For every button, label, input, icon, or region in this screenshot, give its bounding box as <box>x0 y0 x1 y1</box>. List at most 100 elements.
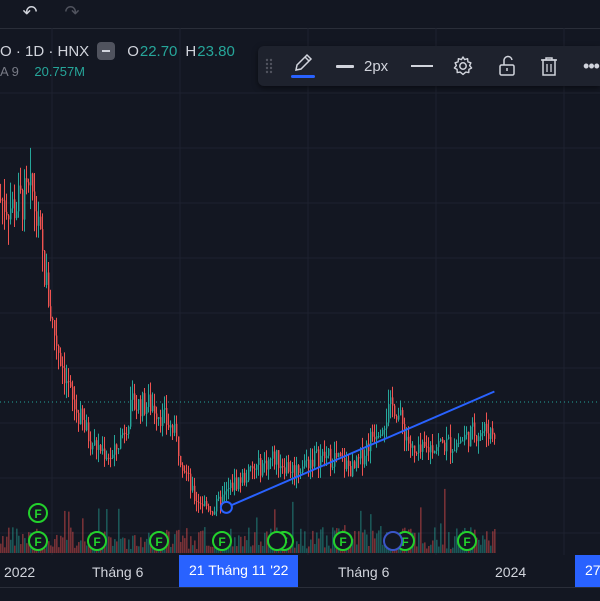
volume-bar <box>22 534 24 553</box>
candle-body <box>360 448 362 459</box>
time-axis[interactable]: 2022 Tháng 6 21 Tháng 11 '22 Tháng 6 202… <box>0 555 600 587</box>
candle-body <box>170 425 172 428</box>
volume-bar <box>138 546 140 553</box>
candle-body <box>290 471 292 473</box>
volume-bar <box>238 535 240 553</box>
candle-body <box>94 440 96 446</box>
event-marker-circle <box>267 531 287 551</box>
volume-bar <box>182 535 184 553</box>
candle-body <box>136 409 138 411</box>
candle-body <box>56 335 58 346</box>
candle-body <box>98 445 100 450</box>
volume-bar <box>378 530 380 553</box>
candle-body <box>162 409 164 427</box>
candle-body <box>436 447 438 452</box>
collapse-legend-button[interactable] <box>97 42 116 60</box>
candle-body <box>130 399 132 427</box>
top-toolbar: ↶ ↷ <box>0 0 600 29</box>
candle-body <box>216 498 218 512</box>
candle-body <box>222 494 224 508</box>
volume-bar <box>370 514 372 553</box>
candle-body <box>10 208 12 220</box>
volume-bar <box>330 548 332 553</box>
candle-body <box>234 477 236 491</box>
volume-bar <box>356 544 358 553</box>
event-marker-circle <box>333 531 353 551</box>
candle-body <box>376 435 378 440</box>
candle-body <box>128 426 130 435</box>
volume-bar <box>194 540 196 553</box>
more-icon[interactable]: ••• <box>583 55 600 76</box>
volume-bar <box>426 548 428 553</box>
candle-body <box>14 199 16 219</box>
volume-bar <box>260 541 262 553</box>
volume-bar <box>68 511 70 553</box>
candle-body <box>134 393 136 410</box>
candle-body <box>178 436 180 457</box>
candle-body <box>42 229 44 251</box>
candle-body <box>362 448 364 465</box>
candle-body <box>62 366 64 368</box>
candle-body <box>372 431 374 437</box>
candle-body <box>460 440 462 443</box>
candle-body <box>76 409 78 413</box>
candle-body <box>476 435 478 442</box>
candle-body <box>44 250 46 285</box>
gear-icon[interactable] <box>450 46 476 86</box>
volume-bar <box>70 527 72 553</box>
volume-bar <box>118 508 120 553</box>
unlock-icon[interactable] <box>494 46 520 86</box>
volume-bar <box>234 537 236 553</box>
symbol-label[interactable]: O · 1D · HNX <box>0 42 90 60</box>
volume-bar <box>92 548 94 553</box>
candle-body <box>408 436 410 444</box>
chart-grid <box>0 28 600 555</box>
candle-body <box>368 443 370 452</box>
line-width-button[interactable]: 2px <box>336 46 396 86</box>
volume-bar <box>244 535 246 553</box>
volume-bar <box>48 541 50 553</box>
pencil-icon[interactable] <box>288 46 318 86</box>
line-style-icon[interactable] <box>410 46 434 86</box>
volume-bar <box>114 539 116 553</box>
undo-icon[interactable]: ↶ <box>22 1 38 22</box>
chart-canvas[interactable]: FFFFFFFFF <box>0 28 600 555</box>
drag-handle-icon[interactable] <box>262 46 276 86</box>
volume-bar <box>448 532 450 553</box>
volume-bar <box>422 543 424 553</box>
trash-icon[interactable] <box>536 46 562 86</box>
candle-body <box>228 487 230 490</box>
candle-body <box>412 445 414 448</box>
volume-bar <box>98 508 100 553</box>
candle-body <box>186 472 188 474</box>
candle-body <box>120 435 122 449</box>
candle-body <box>18 185 20 212</box>
candle-body <box>208 505 210 511</box>
volume-bar <box>328 545 330 553</box>
volume-bar <box>174 534 176 553</box>
candle-body <box>260 458 262 476</box>
candle-body <box>392 397 394 406</box>
volume-bar <box>172 543 174 553</box>
event-marker-letter: F <box>218 535 225 549</box>
volume-bar <box>56 534 58 553</box>
volume-bar <box>290 545 292 553</box>
volume-bar <box>78 542 80 553</box>
volume-bar <box>146 538 148 553</box>
redo-icon[interactable]: ↷ <box>64 1 80 22</box>
candle-body <box>440 439 442 442</box>
volume-bar <box>442 544 444 553</box>
candle-body <box>4 200 6 212</box>
volume-bar <box>136 545 138 553</box>
event-marker-letter: F <box>34 507 41 521</box>
candle-body <box>318 449 320 468</box>
candlestick-series <box>0 147 496 517</box>
candle-body <box>180 456 182 465</box>
candle-body <box>352 461 354 477</box>
volume-bar <box>248 527 250 553</box>
volume-bar <box>266 531 268 553</box>
volume-bar <box>362 532 364 553</box>
candle-body <box>312 459 314 467</box>
candle-body <box>422 441 424 452</box>
event-marker-circle <box>28 503 48 523</box>
